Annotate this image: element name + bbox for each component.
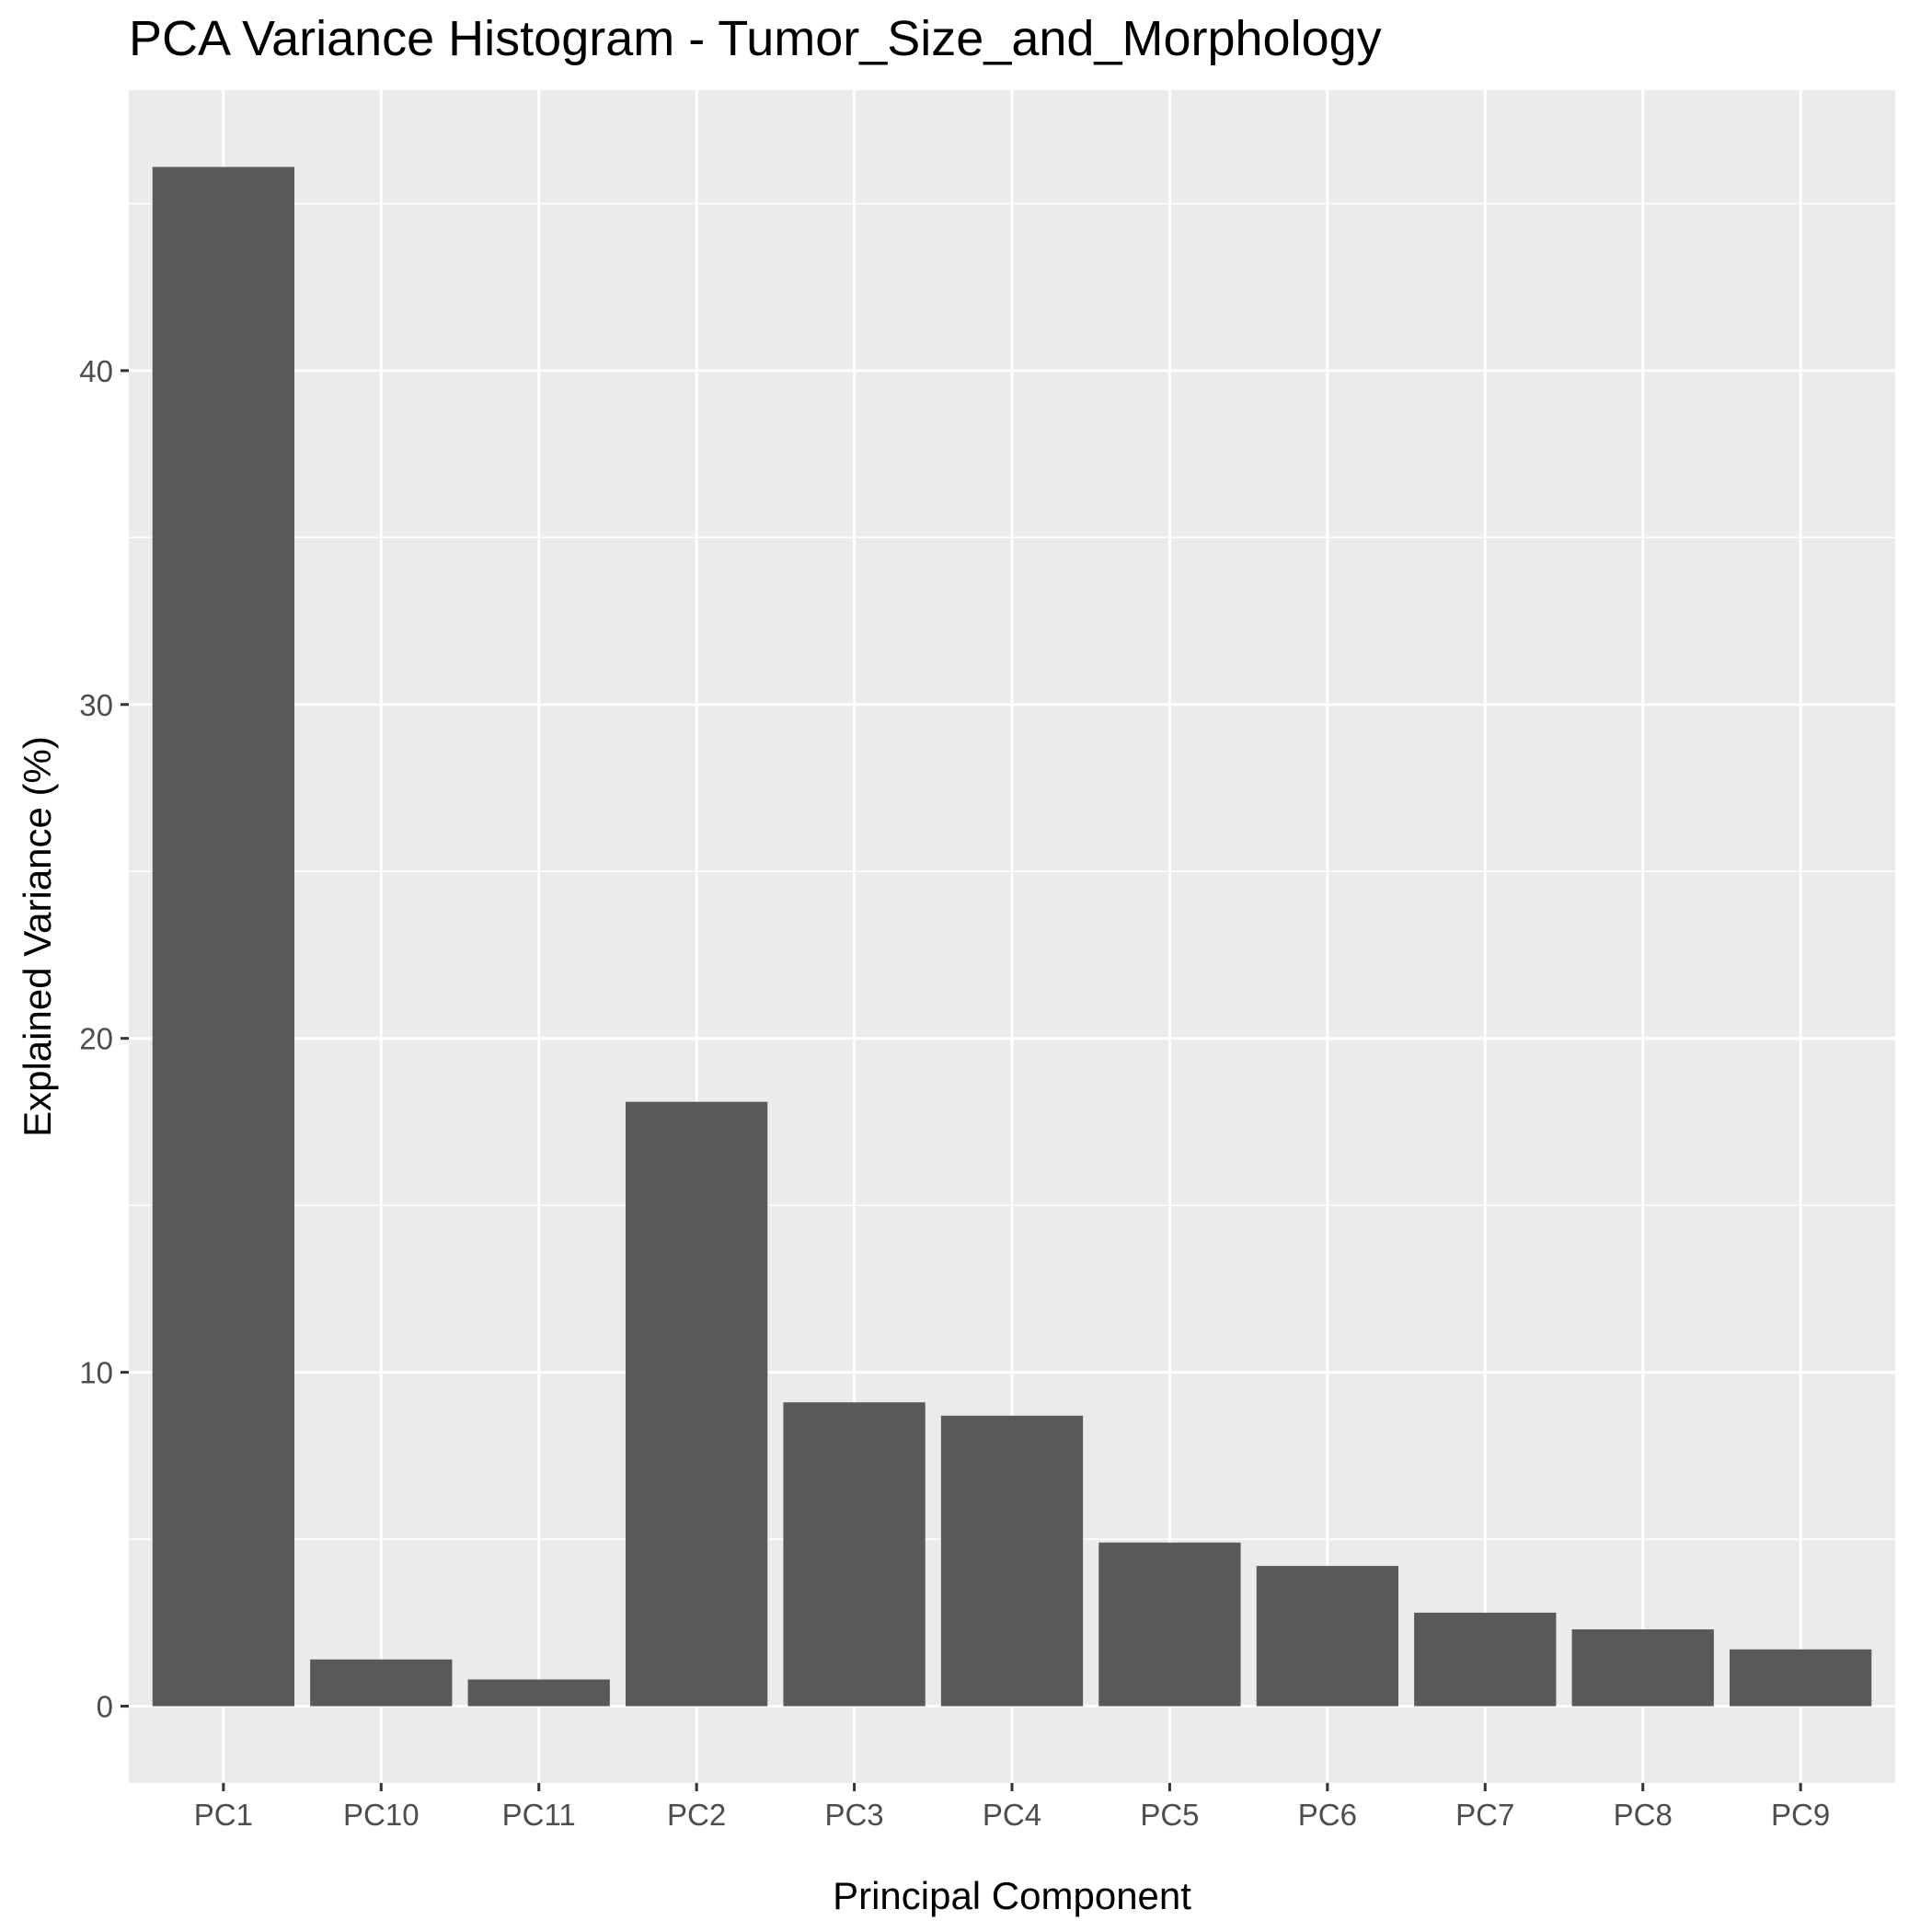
x-tick-label: PC4 (983, 1798, 1041, 1832)
x-tick-label: PC3 (824, 1798, 883, 1832)
x-tick-label: PC2 (667, 1798, 726, 1832)
y-tick-label: 40 (79, 354, 113, 388)
y-axis-title: Explained Variance (%) (16, 736, 59, 1137)
y-tick-label: 30 (79, 688, 113, 722)
x-tick-label: PC11 (502, 1798, 576, 1832)
chart-title: PCA Variance Histogram - Tumor_Size_and_… (129, 11, 1382, 66)
x-axis-title: Principal Component (833, 1874, 1191, 1917)
x-tick-label: PC6 (1298, 1798, 1357, 1832)
bar-pc10 (310, 1659, 453, 1707)
bar-pc3 (783, 1402, 926, 1707)
x-tick-label: PC10 (343, 1798, 420, 1832)
bar-pc9 (1730, 1649, 1872, 1707)
y-axis: 0 10 20 30 40 (79, 354, 129, 1724)
y-tick-label: 10 (79, 1356, 113, 1390)
bar-pc8 (1571, 1629, 1714, 1707)
bar-pc11 (467, 1679, 610, 1707)
x-tick-label: PC5 (1140, 1798, 1199, 1832)
bar-pc2 (626, 1101, 768, 1707)
bar-pc1 (152, 167, 294, 1707)
bar-pc4 (940, 1415, 1084, 1707)
y-tick-label: 20 (79, 1022, 113, 1056)
x-tick-label: PC8 (1614, 1798, 1673, 1832)
x-tick-label: PC7 (1455, 1798, 1514, 1832)
bar-pc5 (1098, 1542, 1241, 1707)
x-axis: PC1 PC10 PC11 PC2 PC3 PC4 PC5 PC6 PC7 PC8 PC9 (194, 1783, 1830, 1832)
bar-pc6 (1256, 1566, 1398, 1707)
x-tick-label: PC1 (194, 1798, 253, 1832)
x-tick-label: PC9 (1771, 1798, 1830, 1832)
y-tick-label: 0 (97, 1690, 113, 1724)
bars (152, 167, 1872, 1707)
bar-pc7 (1414, 1612, 1557, 1707)
